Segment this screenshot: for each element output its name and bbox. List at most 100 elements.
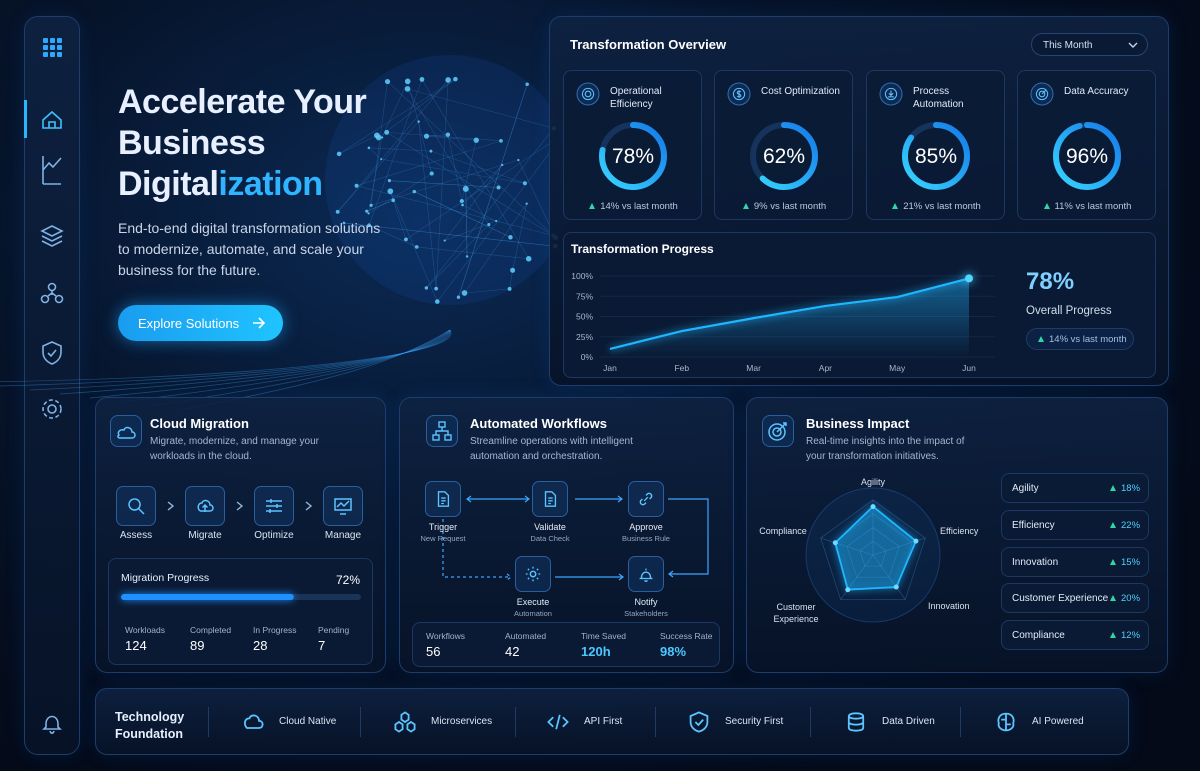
globe-link: [465, 188, 468, 257]
impact-change: 12%: [1110, 630, 1140, 641]
globe-node: [461, 203, 464, 207]
icon-path: [732, 87, 746, 101]
globe-node: [423, 133, 430, 139]
globe-node: [419, 77, 425, 82]
migration-value: 72%: [335, 573, 360, 587]
sidebar-icons[interactable]: [24, 16, 80, 755]
kpi-change: 21% vs last month: [867, 201, 1006, 212]
icon: [394, 711, 416, 733]
globe-link: [381, 81, 408, 138]
kpi-change: 9% vs last month: [715, 201, 854, 212]
icon: [638, 568, 654, 582]
y-tick-label: 0%: [581, 352, 594, 362]
icon-path: [525, 566, 541, 582]
icon: [997, 712, 1015, 732]
globe-node: [380, 158, 383, 161]
step-chevron: [236, 501, 244, 511]
end-point: [965, 274, 973, 283]
stat-value: 56: [426, 644, 441, 659]
x-tick-label: Mar: [746, 363, 761, 373]
globe-node: [367, 212, 370, 215]
separator: [810, 707, 811, 737]
globe-link: [418, 121, 437, 289]
globe-link: [437, 133, 565, 302]
globe-node: [525, 202, 528, 205]
arrow-icon: [253, 317, 266, 329]
workflows-description: Streamline operations with intelligent a…: [470, 436, 633, 462]
impact-name: Efficiency: [1012, 520, 1055, 531]
impact-row: Efficiency 22%: [1001, 510, 1149, 540]
globe-node: [496, 185, 501, 190]
up-arrow: [1038, 336, 1044, 342]
change-text: 21% vs last month: [903, 201, 981, 212]
period-dropdown[interactable]: This Month: [1031, 33, 1148, 56]
icon: [266, 499, 282, 513]
radar-area: [834, 505, 917, 591]
icon-shape: [266, 499, 282, 513]
icon-path: [266, 499, 282, 513]
chevron: [167, 501, 175, 511]
icon: [581, 87, 595, 101]
up-arrow: [1110, 595, 1116, 601]
hero-title-highlight: ization: [218, 165, 323, 203]
radar-label: Customer Experience: [773, 602, 819, 624]
globe-link: [389, 180, 499, 188]
node-detail: Business Rule: [622, 534, 670, 543]
icon-path: [884, 87, 898, 101]
x-tick-label: Apr: [819, 363, 832, 373]
foundation-item: Cloud Native: [279, 716, 337, 727]
kpi-name: Process Automation: [913, 86, 964, 110]
icon-path: [581, 87, 595, 101]
explore-button[interactable]: Explore Solutions: [118, 305, 283, 341]
globe-node: [443, 239, 446, 242]
kpi-icon-ring: [576, 82, 600, 106]
globe-link: [368, 224, 417, 248]
globe-node: [501, 163, 504, 167]
globe-glow: [325, 55, 575, 305]
icon-shape: [437, 491, 450, 507]
icon-path: [638, 568, 654, 582]
globe-link: [464, 288, 510, 294]
chevron: [305, 501, 313, 511]
globe-link: [337, 79, 449, 213]
globe-link: [338, 78, 456, 155]
globe-node: [525, 255, 532, 262]
y-tick-label: 75%: [576, 291, 593, 301]
icon-shape: [197, 499, 214, 512]
icon-shape: [732, 87, 746, 101]
kpi-name: Data Accuracy: [1064, 86, 1129, 97]
y-tick-label: 50%: [576, 312, 593, 322]
globe-link: [386, 132, 502, 142]
icon-path: [997, 712, 1015, 732]
icon: [732, 87, 746, 101]
up-arrow: [742, 203, 749, 209]
gauge: [599, 122, 667, 190]
icon: [525, 566, 541, 582]
icon: [689, 711, 709, 733]
globe-link: [435, 79, 449, 289]
cloud-icon: [117, 426, 136, 439]
globe-link: [414, 191, 511, 238]
icon-shape: [884, 87, 898, 101]
globe-link: [389, 180, 499, 188]
radar-spoke: [820, 537, 874, 556]
globe-node: [384, 129, 390, 135]
globe-node: [387, 179, 391, 183]
x-tick-label: Jan: [603, 363, 617, 373]
impact-change: 15%: [1110, 557, 1140, 568]
stat-label: Pending: [318, 625, 350, 635]
radar-point: [845, 587, 851, 593]
icon-path: [847, 712, 865, 732]
globe-node: [335, 209, 340, 214]
globe-link: [368, 147, 382, 160]
impact-title: Business Impact: [806, 416, 910, 431]
stat-value: 28: [253, 638, 268, 653]
globe-link: [343, 222, 556, 247]
globe-node: [365, 209, 369, 213]
stat-value: 7: [318, 638, 326, 653]
foundation-panel: [95, 688, 1129, 755]
icon: [197, 499, 214, 512]
light-streak: [0, 329, 452, 383]
step-label: Manage: [324, 530, 362, 541]
impact-row: Agility 18%: [1001, 473, 1149, 503]
